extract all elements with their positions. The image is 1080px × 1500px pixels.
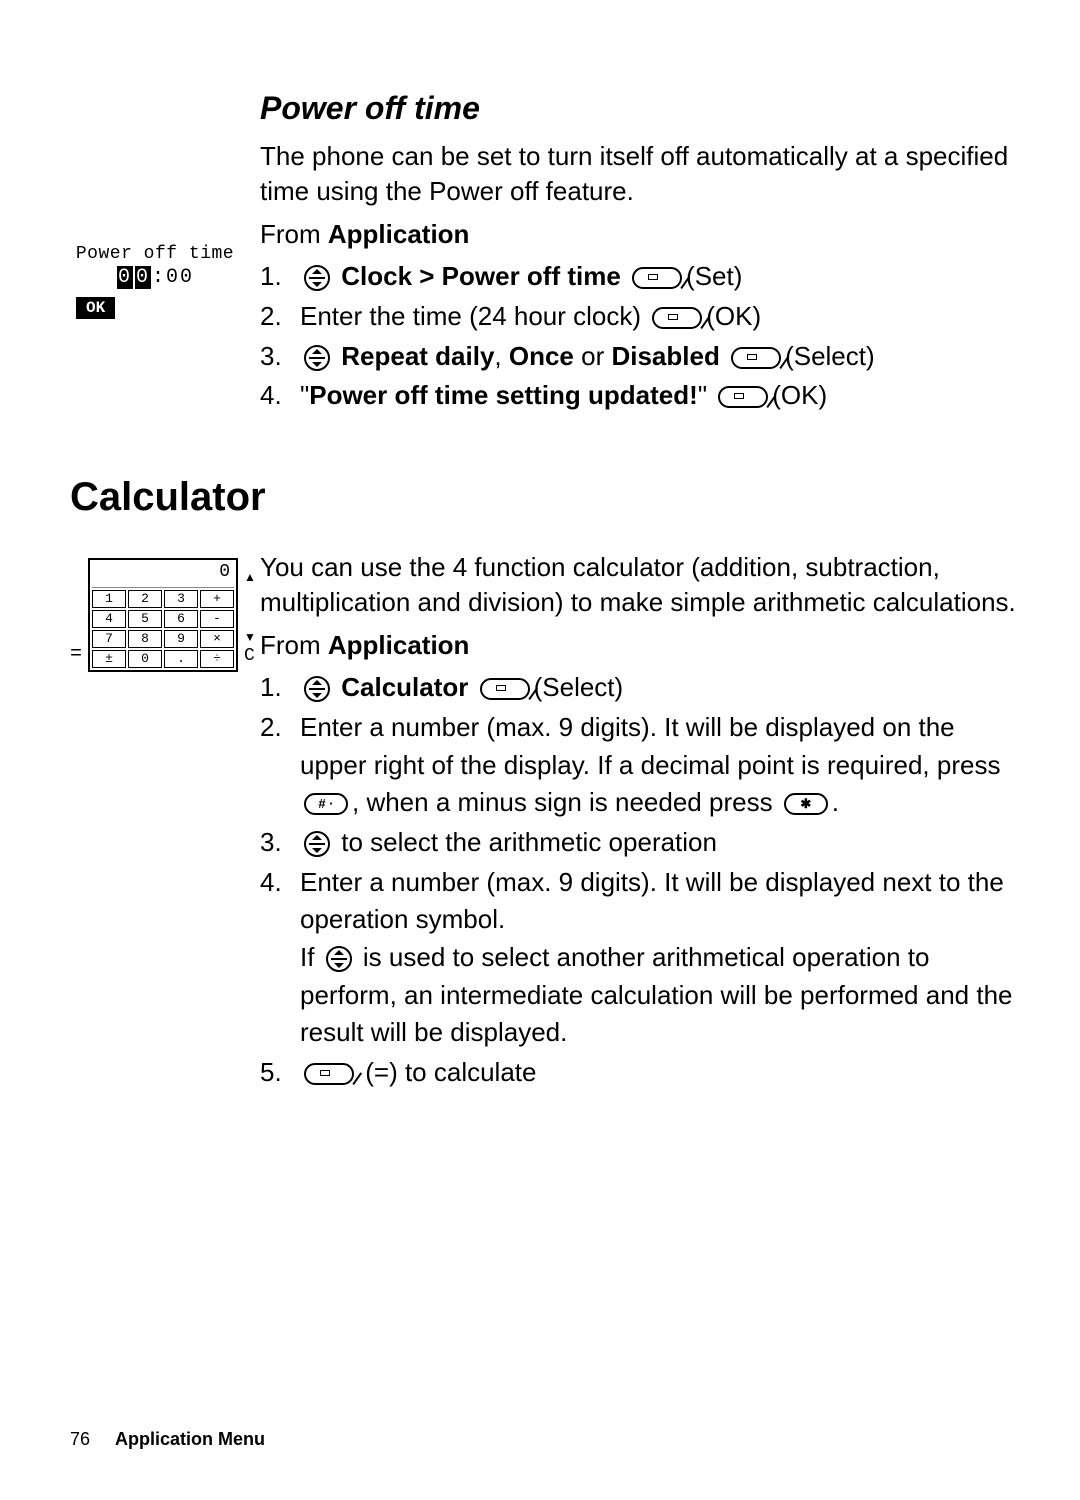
step: 1. Clock > Power off time (Set) xyxy=(260,258,1020,296)
calc-key: - xyxy=(200,610,234,628)
from-application-line: From Application xyxy=(260,219,1020,250)
calc-box: 0 1 2 3 + 4 5 6 - 7 8 9 × ± 0 . ÷ xyxy=(88,558,238,672)
step: 4. Enter a number (max. 9 digits). It wi… xyxy=(260,864,1020,1052)
softkey-icon xyxy=(718,386,768,408)
power-off-steps: 1. Clock > Power off time (Set) 2. Enter… xyxy=(260,258,1020,415)
calculator-heading: Calculator xyxy=(70,475,1010,520)
softkey-icon xyxy=(652,307,702,329)
calc-key: 0 xyxy=(128,650,162,668)
calculator-intro: You can use the 4 function calculator (a… xyxy=(260,550,1020,620)
calc-key: 2 xyxy=(128,590,162,608)
hash-key-icon: # · xyxy=(304,793,348,815)
softkey-icon xyxy=(731,347,781,369)
calc-key: + xyxy=(200,590,234,608)
calc-key: 3 xyxy=(164,590,198,608)
calc-key: 5 xyxy=(128,610,162,628)
calc-key: 9 xyxy=(164,630,198,648)
nav-icon xyxy=(326,946,352,972)
nav-icon xyxy=(304,345,330,371)
step: 5. (=) to calculate xyxy=(260,1054,1020,1092)
calc-key: × xyxy=(200,630,234,648)
down-arrow-icon: ▼ xyxy=(244,630,256,644)
power-off-section: Power off time The phone can be set to t… xyxy=(260,90,1020,415)
calc-equals-label: = xyxy=(70,643,82,672)
step: 3. Repeat daily, Once or Disabled (Selec… xyxy=(260,338,1020,376)
nav-icon xyxy=(304,676,330,702)
softkey-icon xyxy=(304,1063,354,1085)
calc-display: 0 xyxy=(92,562,234,588)
screenshot-title: Power off time xyxy=(70,244,240,264)
from-application-line: From Application xyxy=(260,630,1020,661)
calc-clear-label: C xyxy=(244,646,255,672)
calc-key: 8 xyxy=(128,630,162,648)
step: 3. to select the arithmetic operation xyxy=(260,824,1020,862)
page-number: 76 xyxy=(70,1429,110,1450)
step: 4. "Power off time setting updated!" (OK… xyxy=(260,377,1020,415)
nav-icon xyxy=(304,831,330,857)
calc-keypad: 1 2 3 + 4 5 6 - 7 8 9 × ± 0 . ÷ xyxy=(92,590,234,668)
calc-key: ÷ xyxy=(200,650,234,668)
screenshot-time: 00:00 xyxy=(70,266,240,289)
step: 2. Enter the time (24 hour clock) (OK) xyxy=(260,298,1020,336)
up-arrow-icon: ▲ xyxy=(244,570,256,584)
footer-label: Application Menu xyxy=(115,1429,265,1449)
softkey-icon xyxy=(480,678,530,700)
star-key-icon: ✱ xyxy=(784,793,828,815)
step: 2. Enter a number (max. 9 digits). It wi… xyxy=(260,709,1020,822)
page-footer: 76 Application Menu xyxy=(70,1429,265,1450)
calculator-steps: 1. Calculator (Select) 2. Enter a number… xyxy=(260,669,1020,1092)
power-off-intro: The phone can be set to turn itself off … xyxy=(260,139,1020,209)
calc-side: ▲ ▼ C xyxy=(244,570,256,672)
power-off-time-screenshot: Power off time 00:00 OK xyxy=(70,244,240,319)
softkey-icon xyxy=(632,267,682,289)
calc-key: 1 xyxy=(92,590,126,608)
screenshot-ok-softkey: OK xyxy=(76,297,115,319)
power-off-title: Power off time xyxy=(260,90,1020,127)
calc-key: 6 xyxy=(164,610,198,628)
calc-key: 7 xyxy=(92,630,126,648)
calc-key: . xyxy=(164,650,198,668)
calculator-section: You can use the 4 function calculator (a… xyxy=(260,550,1020,1092)
step: 1. Calculator (Select) xyxy=(260,669,1020,707)
calculator-screenshot: = 0 1 2 3 + 4 5 6 - 7 8 9 × ± 0 . ÷ ▲ ▼ … xyxy=(70,558,280,672)
calc-key: 4 xyxy=(92,610,126,628)
calc-key: ± xyxy=(92,650,126,668)
nav-icon xyxy=(304,265,330,291)
